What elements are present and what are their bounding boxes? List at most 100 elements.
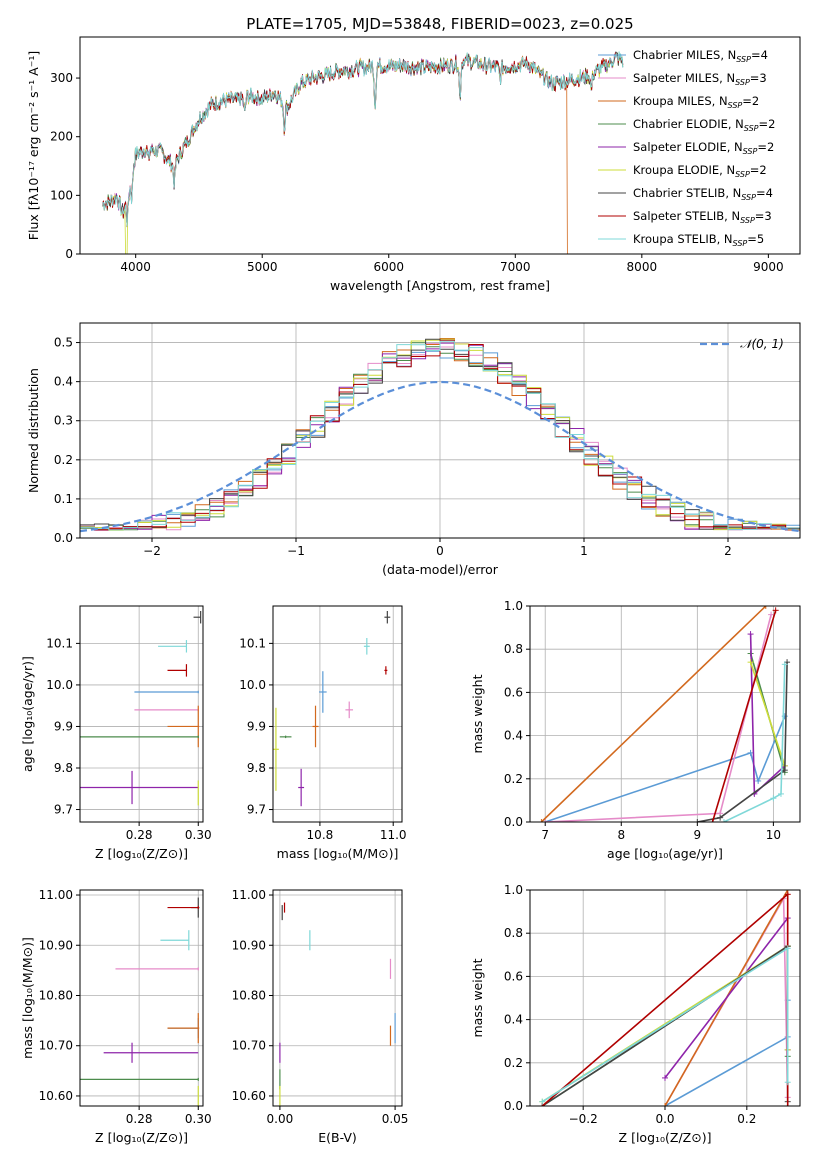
age-weight-frame — [529, 605, 801, 823]
z-mass-frame — [79, 889, 204, 1107]
y-tick-label: 9.9 — [54, 719, 73, 733]
x-tick-label: 8 — [617, 828, 625, 842]
weight-line-kroupa-stelib — [723, 664, 786, 822]
legend-label: Salpeter ELODIE, NSSP=2 — [633, 140, 774, 156]
ebv-mass-panel: 0.00 0.05 10.60 10.70 10.80 10.90 11.00 E(B-V) — [232, 888, 409, 1145]
x-tick-label: 9 — [694, 828, 702, 842]
y-tick-label: 9.7 — [54, 803, 73, 817]
ebv-mass-frame — [272, 889, 403, 1107]
spectrum-panel: 4000 5000 6000 7000 8000 9000 0 100 200 300 wavele… — [26, 36, 801, 293]
x-tick-label: 10.8 — [307, 828, 334, 842]
y-tick-label: 9.7 — [247, 803, 266, 817]
x-tick-label: 0.28 — [126, 828, 153, 842]
age-weight-plot-area — [538, 606, 791, 822]
y-tick-label: 10.70 — [39, 1039, 73, 1053]
residuals-plot-area — [80, 338, 800, 533]
spectrum-frame — [79, 36, 801, 255]
x-tick-label: 0.28 — [126, 1112, 153, 1126]
normal-curve — [80, 380, 800, 533]
z-weight-panel: −0.2 0.0 0.2 0.0 0.2 0.4 0.6 0.8 1.0 Z [log₁₀(Z/Z… — [470, 883, 801, 1145]
weight-line-chabrier-miles — [544, 715, 786, 822]
histogram-chabrier-elodie — [80, 342, 800, 531]
ebv-mass-x-axis-label: E(B-V) — [318, 1130, 357, 1145]
y-tick-label: 10.60 — [39, 1089, 73, 1103]
x-tick-label: 0.05 — [382, 1112, 409, 1126]
y-tick-label: 0.0 — [504, 815, 523, 829]
residuals-y-axis-label: Normed distribution — [26, 368, 41, 493]
mass-age-frame — [272, 605, 403, 823]
y-tick-label: 10.0 — [239, 678, 266, 692]
y-tick-label: 10.1 — [239, 636, 266, 650]
z-age-x-axis-label: Z [log₁₀(Z/Z⊙)] — [95, 846, 188, 861]
y-tick-label: 10.1 — [46, 636, 73, 650]
weight-line-salpeter-stelib — [711, 610, 777, 822]
y-tick-label: 0 — [65, 247, 73, 261]
x-tick-label: 7000 — [500, 260, 531, 274]
x-tick-label: 4000 — [120, 260, 151, 274]
spectrum-legend: Chabrier MILES, NSSP=4 Salpeter MILES, NS… — [598, 48, 775, 248]
x-tick-label: 1 — [580, 544, 588, 558]
y-tick-label: 10.70 — [232, 1039, 266, 1053]
y-tick-label: 10.90 — [39, 938, 73, 952]
legend-label: 𝒩(0, 1) — [740, 337, 784, 351]
age-weight-x-axis-label: age [log₁₀(age/yr)] — [607, 846, 723, 861]
weight-line-kroupa-miles — [540, 606, 767, 822]
y-tick-label: 0.2 — [504, 1056, 523, 1070]
legend-label: Salpeter MILES, NSSP=3 — [633, 71, 767, 87]
y-tick-label: 0.8 — [504, 642, 523, 656]
z-age-panel: 0.28 0.30 9.7 9.8 9.9 10.0 10.1 Z [log₁₀(Z/Z⊙)]… — [20, 605, 212, 861]
weight-line-salpeter-miles — [545, 614, 772, 822]
y-tick-label: 9.8 — [54, 761, 73, 775]
x-tick-label: 8000 — [627, 260, 658, 274]
residuals-x-axis-label: (data-model)/error — [382, 562, 499, 577]
x-tick-label: 7 — [541, 828, 549, 842]
y-tick-label: 10.80 — [39, 988, 73, 1002]
y-tick-label: 0.1 — [54, 492, 73, 506]
spectrum-y-axis-label: Flux [fλ10⁻¹⁷ erg cm⁻² s⁻¹ A⁻¹] — [26, 51, 41, 240]
y-tick-label: 0.5 — [54, 336, 73, 350]
spectrum-x-axis-label: wavelength [Angstrom, rest frame] — [330, 278, 550, 293]
x-tick-label: 5000 — [247, 260, 278, 274]
legend-label: Chabrier MILES, NSSP=4 — [633, 48, 768, 64]
z-age-plot-area — [80, 610, 202, 806]
legend-label: Kroupa STELIB, NSSP=5 — [633, 232, 764, 248]
weight-line-kroupa-elodie — [749, 661, 786, 767]
y-tick-label: 10.0 — [46, 678, 73, 692]
histogram-kroupa-elodie — [80, 338, 800, 531]
histogram-chabrier-stelib — [80, 338, 800, 530]
y-tick-label: 11.00 — [232, 888, 266, 902]
z-weight-plot-area — [539, 890, 791, 1106]
y-tick-label: 1.0 — [504, 883, 523, 897]
legend-label: Kroupa ELODIE, NSSP=2 — [633, 163, 767, 179]
x-tick-label: −2 — [143, 544, 161, 558]
x-tick-label: 0.30 — [185, 828, 212, 842]
histogram-salpeter-elodie — [80, 342, 800, 531]
x-tick-label: −1 — [287, 544, 305, 558]
mass-age-panel: 10.8 11.0 9.7 9.8 9.9 10.0 10.1 mass [log₁₀(M/M… — [239, 605, 407, 861]
y-tick-label: 10.90 — [232, 938, 266, 952]
histogram-kroupa-miles — [80, 338, 800, 531]
x-tick-label: 0.00 — [267, 1112, 294, 1126]
spectrum-series-salpeter-stelib — [102, 51, 624, 226]
x-tick-label: 10 — [766, 828, 781, 842]
residual-legend: 𝒩(0, 1) — [700, 337, 784, 351]
y-tick-label: 100 — [50, 188, 73, 202]
y-tick-label: 0.2 — [54, 453, 73, 467]
z-age-frame — [79, 605, 204, 823]
y-tick-label: 200 — [50, 130, 73, 144]
y-tick-label: 9.9 — [247, 719, 266, 733]
z-weight-x-axis-label: Z [log₁₀(Z/Z⊙)] — [619, 1130, 712, 1145]
y-tick-label: 10.60 — [232, 1089, 266, 1103]
x-tick-label: 0.0 — [655, 1112, 674, 1126]
x-tick-label: 9000 — [753, 260, 784, 274]
y-tick-label: 300 — [50, 71, 73, 85]
ebv-mass-plot-area — [279, 902, 396, 1106]
histogram-chabrier-miles — [80, 350, 800, 531]
mass-age-x-axis-label: mass [log₁₀(M/M⊙)] — [277, 846, 399, 861]
y-tick-label: 9.8 — [247, 761, 266, 775]
z-mass-panel: 0.28 0.30 10.60 10.70 10.80 10.90 11.00 Z [log₁… — [20, 888, 212, 1145]
z-weight-y-axis-label: mass weight — [470, 958, 485, 1037]
x-tick-label: 0.2 — [737, 1112, 756, 1126]
spectrum-plot-area — [102, 50, 624, 254]
